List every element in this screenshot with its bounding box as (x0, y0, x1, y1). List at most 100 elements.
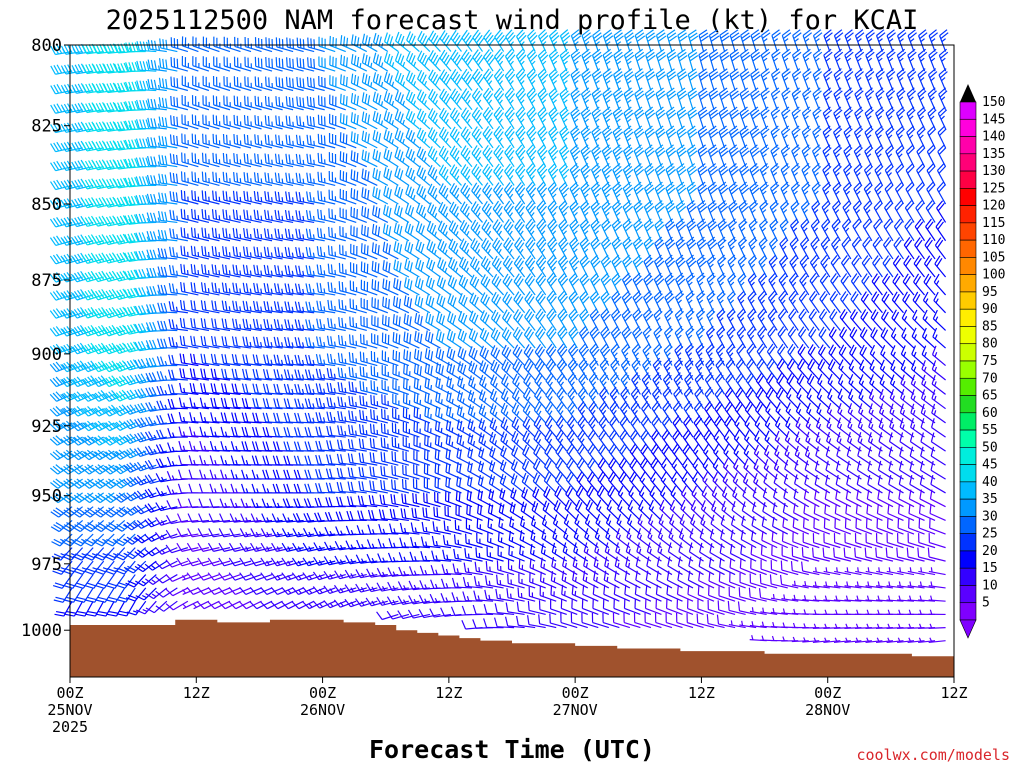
wind-barb (136, 99, 157, 111)
colorbar-label: 80 (982, 337, 998, 352)
colorbar-swatch (959, 118, 977, 137)
wind-barb (146, 174, 167, 187)
colorbar-label: 125 (982, 181, 1005, 196)
wind-barb (113, 270, 136, 282)
x-tick-label: 00Z (814, 684, 841, 702)
wind-barb (158, 116, 178, 130)
colorbar-label: 145 (982, 112, 1005, 127)
wind-barb (134, 358, 157, 370)
wind-barb (133, 476, 157, 486)
colorbar-swatch (959, 464, 977, 483)
wind-barb (136, 80, 157, 92)
wind-barb (125, 42, 146, 53)
wind-barb (83, 547, 105, 561)
wind-barb (123, 519, 147, 531)
x-tick-label: 12Z (435, 684, 462, 702)
wind-barb (75, 600, 94, 617)
wind-barb (134, 402, 157, 414)
colorbar-label: 15 (982, 561, 998, 576)
wind-barb (135, 176, 157, 187)
colorbar-label: 70 (982, 371, 998, 386)
wind-barb (156, 356, 178, 367)
wind-barb (147, 79, 167, 92)
wind-barb (113, 215, 136, 227)
wind-barb (144, 460, 167, 470)
wind-barb (81, 435, 104, 446)
wind-barb (158, 135, 178, 149)
wind-barb (146, 286, 167, 296)
wind-barb (135, 194, 157, 205)
colorbar-swatch (959, 239, 977, 258)
wind-barb (49, 391, 73, 402)
colorbar-label: 120 (982, 199, 1005, 214)
x-tick-label: 00Z (562, 684, 589, 702)
wind-barb (156, 400, 178, 411)
x-tick-label: 12Z (688, 684, 715, 702)
wind-barb (157, 320, 178, 332)
wind-barb (146, 267, 167, 278)
wind-barb (157, 302, 178, 314)
wind-barb (124, 100, 146, 111)
colorbar-label: 60 (982, 406, 998, 421)
wind-barb (145, 304, 167, 314)
wind-barb (72, 547, 94, 561)
colorbar-label: 105 (982, 250, 1005, 265)
colorbar-label: 90 (982, 302, 998, 317)
wind-barb (158, 192, 178, 205)
wind-barb (145, 600, 168, 614)
wind-barb (136, 41, 157, 53)
wind-barb (147, 59, 167, 72)
colorbar-label: 75 (982, 354, 998, 369)
colorbar-label: 150 (982, 95, 1005, 110)
colorbar-swatch (959, 377, 977, 396)
wind-barb (113, 519, 136, 532)
wind-barb (157, 211, 178, 224)
wind-barb (125, 587, 147, 602)
wind-barb (124, 560, 147, 574)
wind-barb (113, 82, 136, 93)
wind-barb (103, 63, 125, 74)
wind-barb (135, 119, 157, 130)
colorbar-swatch (959, 188, 977, 206)
wind-barb (158, 77, 178, 92)
wind-barb (158, 173, 178, 187)
wind-barb (144, 431, 167, 441)
wind-barb (136, 600, 157, 615)
wind-barb (71, 478, 94, 489)
wind-barb (135, 213, 157, 224)
wind-barb (93, 547, 115, 561)
wind-barb (134, 431, 157, 443)
colorbar-swatch (959, 412, 977, 431)
colorbar-label: 130 (982, 164, 1005, 179)
wind-barb (123, 447, 147, 459)
colorbar-swatch (959, 343, 977, 362)
wind-barb (123, 305, 146, 317)
colorbar-swatch (959, 550, 977, 569)
colorbar-swatch (959, 308, 977, 327)
colorbar-label: 5 (982, 596, 990, 611)
wind-barb (146, 212, 167, 224)
y-tick-label: 800 (31, 36, 62, 56)
wind-barb (134, 417, 157, 428)
x-tick-label: 28NOV (805, 701, 850, 719)
y-tick-label: 950 (31, 487, 62, 507)
colorbar-label: 30 (982, 509, 998, 524)
wind-barb (60, 308, 83, 319)
wind-barb (155, 517, 178, 526)
wind-barb (134, 447, 157, 457)
wind-barb (113, 288, 136, 300)
colorbar-swatch (959, 205, 977, 224)
wind-barb (147, 117, 167, 130)
wind-barb (134, 323, 157, 334)
wind-barb (112, 389, 136, 402)
wind-barb (123, 323, 146, 335)
wind-barb (155, 502, 178, 512)
wind-barb (124, 269, 146, 281)
wind-barb (49, 406, 73, 417)
wind-barb (103, 82, 125, 94)
wind-barb (125, 62, 146, 72)
wind-barb (102, 478, 126, 489)
wind-barb (124, 547, 147, 560)
wind-barb (147, 156, 167, 168)
wind-barb (54, 600, 73, 617)
